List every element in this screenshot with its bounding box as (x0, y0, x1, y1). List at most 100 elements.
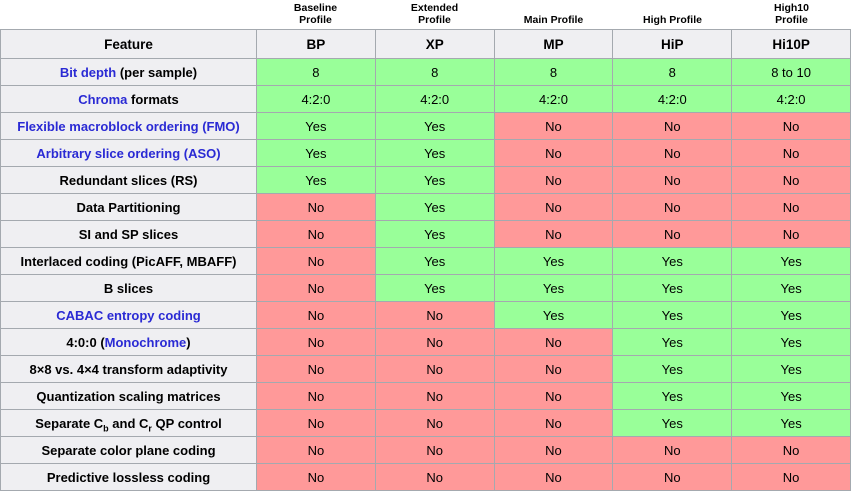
feature-label-text: ) (186, 334, 191, 350)
profile-name-bp: Baseline Profile (256, 0, 375, 29)
value-cell: No (612, 463, 733, 491)
value-cell: No (493, 409, 614, 437)
profile-name-label: Extended Profile (410, 2, 459, 26)
feature-label: Predictive lossless coding (0, 463, 257, 491)
value-cell: No (493, 382, 614, 410)
value-cell: 8 (256, 58, 376, 86)
feature-label-text: SI and SP slices (78, 226, 179, 242)
feature-link[interactable]: Flexible macroblock ordering (FMO) (17, 118, 240, 134)
value-cell: No (256, 382, 376, 410)
value-cell: Yes (374, 274, 495, 302)
value-cell: No (256, 274, 376, 302)
feature-row: Data Partitioning No Yes No No No (0, 193, 851, 221)
feature-link[interactable]: Arbitrary slice ordering (ASO) (36, 145, 221, 161)
value-cell: Yes (374, 193, 495, 221)
value-cell: No (374, 355, 495, 383)
value-cell: No (374, 301, 495, 329)
feature-label-text: Interlaced coding (PicAFF, MBAFF) (20, 253, 237, 269)
feature-label: Separate color plane coding (0, 436, 257, 464)
value-cell: No (374, 382, 495, 410)
value-cell: No (493, 328, 614, 356)
profile-abbr-header-bp: BP (256, 29, 376, 59)
value-cell: Yes (612, 409, 733, 437)
feature-row: Separate color plane coding No No No No No (0, 436, 851, 464)
feature-label-text: (per sample) (116, 64, 198, 80)
value-cell: Yes (731, 382, 851, 410)
feature-label-text: and C (108, 415, 149, 431)
feature-link[interactable]: Chroma (78, 91, 128, 107)
value-cell: Yes (612, 301, 733, 329)
feature-label-text: Separate color plane coding (41, 442, 216, 458)
feature-label: Redundant slices (RS) (0, 166, 257, 194)
value-cell: Yes (612, 355, 733, 383)
value-cell: No (374, 463, 495, 491)
feature-row: 8×8 vs. 4×4 transform adaptivity No No No Ye… (0, 355, 851, 383)
value-cell: 8 to 10 (731, 58, 851, 86)
feature-label-text: Predictive lossless coding (46, 469, 211, 485)
feature-row: 4:0:0 (Monochrome) No No No Yes Yes (0, 328, 851, 356)
feature-label: 8×8 vs. 4×4 transform adaptivity (0, 355, 257, 383)
value-cell: No (493, 193, 614, 221)
value-cell: No (256, 436, 376, 464)
value-cell: No (256, 247, 376, 275)
feature-label: Quantization scaling matrices (0, 382, 257, 410)
value-cell: No (256, 220, 376, 248)
value-cell: Yes (612, 382, 733, 410)
feature-label-text: B slices (103, 280, 154, 296)
feature-label-subscript: r (148, 423, 152, 434)
profile-names-spacer (0, 0, 256, 29)
profile-name-xp: Extended Profile (375, 0, 494, 29)
profile-name-label: High Profile (643, 14, 702, 26)
value-cell: No (612, 139, 733, 167)
value-cell: No (374, 436, 495, 464)
value-cell: Yes (612, 247, 733, 275)
value-cell: No (256, 193, 376, 221)
value-cell: Yes (374, 220, 495, 248)
value-cell: Yes (374, 166, 495, 194)
profile-feature-comparison-table: Feature BP XP MP HiP Hi10P Bit depth (per sa… (0, 29, 851, 491)
feature-label-text: Redundant slices (RS) (59, 172, 198, 188)
header-row: Feature BP XP MP HiP Hi10P (0, 29, 851, 59)
feature-row: Interlaced coding (PicAFF, MBAFF) No Yes Ye… (0, 247, 851, 275)
profile-name-label: Baseline Profile (293, 2, 338, 26)
feature-label: SI and SP slices (0, 220, 257, 248)
profile-name-label: High10 Profile (773, 2, 809, 26)
feature-label: Arbitrary slice ordering (ASO) (0, 139, 257, 167)
value-cell: 8 (493, 58, 614, 86)
profile-abbr-header-hi10p: Hi10P (731, 29, 851, 59)
feature-row: Quantization scaling matrices No No No Yes Ye… (0, 382, 851, 410)
feature-label: B slices (0, 274, 257, 302)
value-cell: Yes (612, 328, 733, 356)
value-cell: Yes (374, 112, 495, 140)
profile-name-label: Main Profile (523, 14, 584, 26)
feature-row: CABAC entropy coding No No Yes Yes Yes (0, 301, 851, 329)
value-cell: No (256, 355, 376, 383)
feature-label: Flexible macroblock ordering (FMO) (0, 112, 257, 140)
value-cell: 8 (374, 58, 495, 86)
value-cell: Yes (731, 409, 851, 437)
feature-row: Chroma formats 4:2:0 4:2:0 4:2:0 4:2:0 4:2:0 (0, 85, 851, 113)
value-cell: No (731, 139, 851, 167)
value-cell: Yes (493, 274, 614, 302)
feature-label: Data Partitioning (0, 193, 257, 221)
value-cell: 4:2:0 (256, 85, 376, 113)
feature-link[interactable]: Bit depth (59, 64, 117, 80)
profile-abbr-header-xp: XP (374, 29, 495, 59)
feature-label-subscript: b (103, 423, 109, 434)
value-cell: No (731, 112, 851, 140)
value-cell: 4:2:0 (731, 85, 851, 113)
value-cell: Yes (731, 355, 851, 383)
value-cell: 4:2:0 (374, 85, 495, 113)
feature-label-text: QP control (151, 415, 222, 431)
value-cell: Yes (493, 301, 614, 329)
feature-row: Separate Cb and Cr QP control No No No Yes Ye… (0, 409, 851, 437)
profile-name-hi10p: High10 Profile (732, 0, 851, 29)
profile-name-hip: High Profile (613, 0, 732, 29)
feature-label: Bit depth (per sample) (0, 58, 257, 86)
value-cell: No (612, 166, 733, 194)
value-cell: 8 (612, 58, 733, 86)
feature-row: SI and SP slices No Yes No No No (0, 220, 851, 248)
feature-link[interactable]: CABAC entropy coding (56, 307, 201, 323)
feature-link[interactable]: Monochrome (104, 334, 187, 350)
value-cell: No (731, 166, 851, 194)
